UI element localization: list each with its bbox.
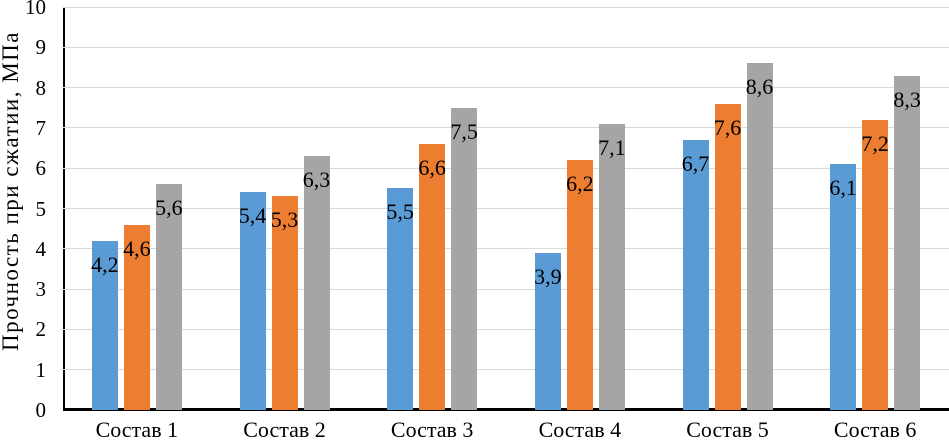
gridline [63, 46, 949, 48]
bar-value-label: 3,9 [534, 263, 562, 289]
y-axis-tick-label: 4 [35, 236, 47, 261]
y-axis-tick-label: 6 [35, 156, 47, 181]
gridline [63, 248, 949, 250]
gridline [63, 127, 949, 129]
bar-value-label: 5,5 [386, 199, 414, 225]
y-axis-tick-label: 8 [35, 75, 47, 100]
x-axis-category-label: Состав 4 [538, 417, 622, 442]
bar: 4,6 [123, 224, 151, 410]
bar: 6,1 [829, 164, 857, 410]
bar: 7,1 [598, 123, 626, 410]
bar-value-label: 5,3 [270, 207, 299, 233]
bar-value-label: 8,6 [745, 74, 774, 100]
bar-value-label: 5,4 [238, 203, 267, 229]
gridline [63, 6, 949, 8]
bar: 7,6 [713, 103, 742, 410]
bar-value-label: 4,2 [91, 251, 119, 277]
bar-value-label: 8,3 [893, 86, 921, 112]
bar: 8,3 [893, 75, 921, 410]
bar-value-label: 7,1 [598, 134, 626, 160]
bar-value-label: 7,6 [713, 114, 742, 140]
y-axis-tick-label: 10 [25, 0, 46, 19]
gridline [63, 167, 949, 169]
bar: 4,2 [91, 240, 119, 410]
y-axis-tick-label: 5 [35, 196, 47, 221]
bar: 5,4 [238, 192, 267, 410]
y-axis-tick-label: 9 [35, 35, 47, 60]
bar: 6,3 [302, 156, 331, 410]
bar-value-label: 6,3 [302, 167, 331, 193]
bar-value-label: 5,6 [155, 195, 183, 221]
y-axis-tick-label: 0 [35, 398, 47, 422]
gridline [63, 87, 949, 89]
y-axis-tick-label: 3 [35, 277, 47, 302]
bar-value-label: 6,1 [829, 175, 857, 201]
gridline [63, 208, 949, 209]
bar: 6,2 [566, 160, 594, 410]
y-axis-tick-label: 7 [35, 115, 47, 140]
bar: 7,5 [450, 107, 478, 410]
y-axis-tick-label: 1 [35, 357, 47, 382]
gridline [63, 288, 949, 290]
bar: 8,6 [745, 63, 774, 410]
gridline [63, 369, 949, 371]
x-axis-category-label: Состав 6 [833, 417, 917, 442]
x-axis-category-label: Состав 1 [95, 417, 179, 442]
x-axis-category-label: Состав 3 [390, 417, 474, 442]
y-axis-tick-label: 2 [35, 317, 47, 342]
bar-value-label: 6,6 [418, 155, 446, 181]
bar: 6,7 [681, 139, 710, 410]
bar: 5,6 [155, 184, 183, 410]
bar-value-label: 7,5 [450, 118, 478, 144]
x-axis-category-label: Состав 2 [243, 417, 326, 442]
x-axis-category-label: Состав 5 [686, 417, 769, 442]
bar: 5,5 [386, 188, 414, 410]
bar-value-label: 7,2 [861, 130, 889, 156]
bar-value-label: 6,7 [681, 150, 710, 176]
plot-area: 4,2 4,6 5,6 5,4 5,3 6,3 5,5 6,6 7,5 3,9 6,2 7,1 6,7 7… [63, 6, 949, 411]
x-axis-line [63, 408, 949, 411]
bar-value-label: 4,6 [123, 235, 151, 261]
bar: 7,2 [861, 119, 889, 410]
bar: 3,9 [534, 252, 562, 410]
bar: 6,6 [418, 144, 446, 410]
bar: 5,3 [270, 196, 299, 410]
bar-value-label: 6,2 [566, 171, 594, 197]
gridline [63, 328, 949, 330]
